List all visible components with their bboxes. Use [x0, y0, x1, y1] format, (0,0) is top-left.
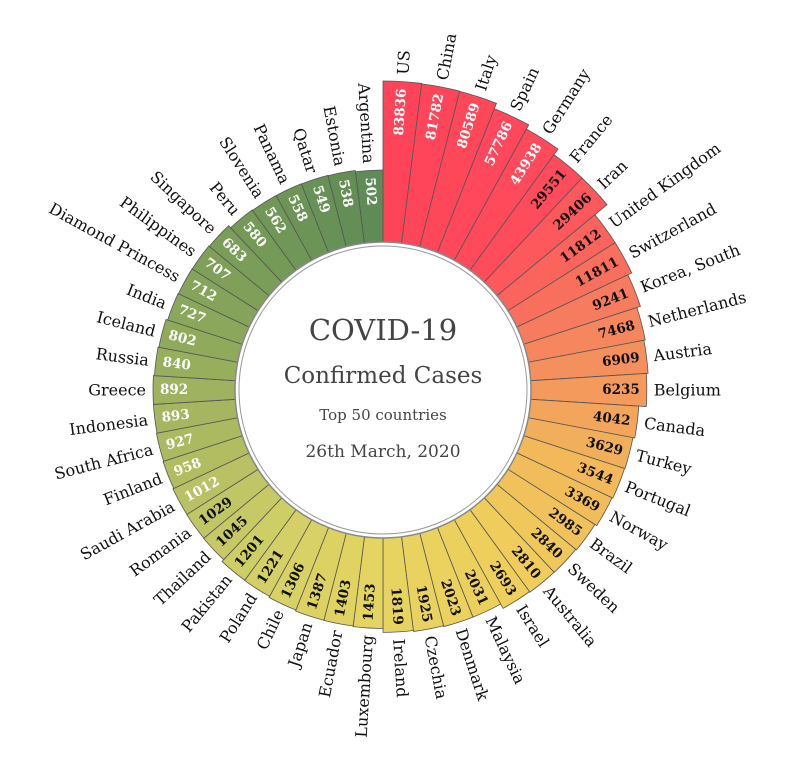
category-label: Russia [95, 344, 151, 370]
category-label: Denmark [452, 626, 493, 703]
category-label: China [433, 31, 461, 82]
value-label: 1925 [412, 584, 435, 624]
category-label: Israel [512, 601, 553, 650]
value-label: 802 [167, 327, 198, 350]
value-label: 4042 [592, 409, 631, 430]
value-label: 6909 [601, 350, 640, 371]
chart-subtitle: Confirmed Cases [284, 363, 483, 389]
category-label: Turkey [634, 446, 694, 479]
chart-title: COVID-19 [309, 313, 457, 347]
value-label: 840 [162, 354, 192, 373]
category-label: Qatar [289, 126, 321, 176]
value-label: 1453 [360, 583, 378, 622]
chart-date: 26th March, 2020 [305, 442, 460, 462]
chart-caption: Top 50 countries [319, 406, 446, 424]
category-label: Czechia [421, 634, 452, 701]
category-label: Diamond Princess [46, 199, 184, 286]
category-label: US [393, 50, 413, 76]
category-label: Brazil [586, 534, 636, 577]
value-label: 892 [160, 382, 188, 398]
category-label: Ecuador [315, 628, 346, 699]
category-label: Peru [206, 178, 245, 219]
value-label: 1403 [332, 578, 355, 618]
value-label: 893 [161, 406, 191, 425]
value-label: 538 [335, 178, 356, 209]
category-label: Argentina [354, 81, 378, 164]
value-label: 83836 [391, 88, 410, 136]
category-label: Greece [88, 381, 146, 400]
category-label: France [566, 110, 617, 166]
category-label: Iran [594, 156, 632, 193]
category-label: Netherlands [646, 288, 748, 331]
category-label: Italy [471, 53, 500, 94]
category-label: Indonesia [68, 410, 149, 439]
category-label: Japan [284, 620, 317, 672]
category-label: Chile [253, 606, 288, 652]
category-label: Belgium [654, 381, 721, 400]
category-label: Estonia [319, 104, 349, 168]
category-label: Ireland [389, 638, 412, 698]
category-label: Germany [538, 65, 594, 138]
center-circle [238, 245, 528, 535]
bars-group: 83836US81782China80589Italy57786Spain439… [46, 31, 749, 738]
category-label: Spain [506, 64, 543, 114]
value-label: 927 [164, 431, 195, 454]
category-label: India [124, 280, 170, 313]
value-label: 1819 [387, 587, 405, 626]
category-label: Austria [651, 339, 713, 365]
value-label: 502 [362, 177, 380, 206]
category-label: Canada [643, 414, 707, 441]
value-label: 6235 [602, 382, 640, 398]
category-label: Iceland [95, 307, 158, 340]
category-label: Luxembourg [352, 634, 377, 738]
category-label: Portugal [622, 477, 693, 520]
